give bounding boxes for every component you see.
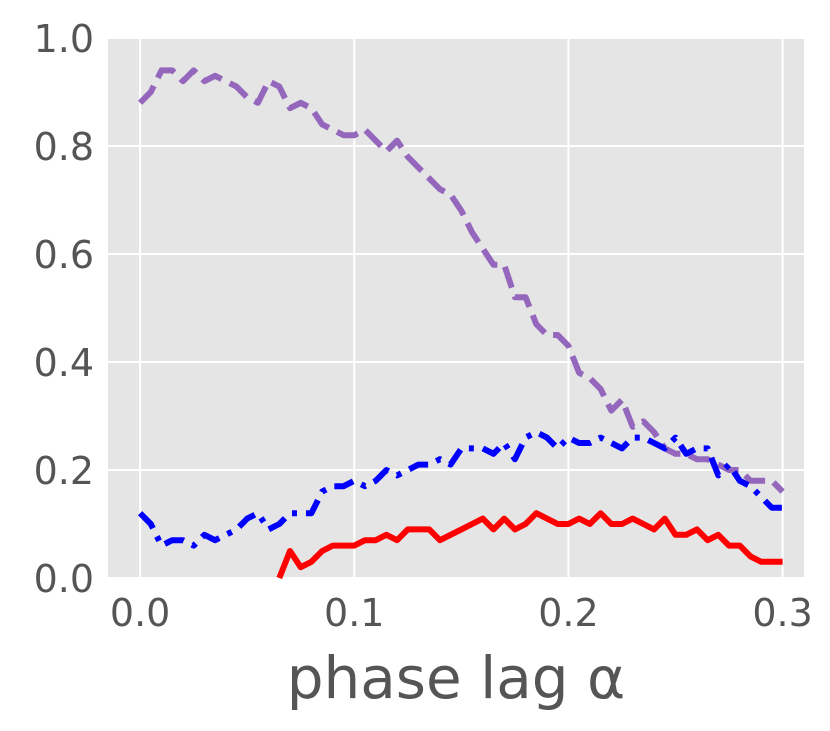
y-tick-label: 0.8 xyxy=(34,125,94,169)
y-tick-label: 0.0 xyxy=(34,557,94,601)
series-lines xyxy=(137,67,785,580)
y-tick-label: 0.2 xyxy=(34,449,94,493)
y-tick-label: 0.6 xyxy=(34,233,94,277)
x-tick-label: 0.0 xyxy=(110,591,170,635)
plot-area xyxy=(108,38,804,578)
x-tick-label: 0.1 xyxy=(324,591,384,635)
x-tick-labels: 0.0 0.1 0.2 0.3 xyxy=(110,591,813,635)
series-line-0 xyxy=(137,67,785,494)
grid-lines xyxy=(108,37,804,579)
y-tick-label: 1.0 xyxy=(34,17,94,61)
x-tick-label: 0.2 xyxy=(538,591,598,635)
y-tick-label: 0.4 xyxy=(34,341,94,385)
x-axis-label: phase lag α xyxy=(287,644,626,712)
y-tick-labels: 0.0 0.2 0.4 0.6 0.8 1.0 xyxy=(34,17,94,601)
x-tick-label: 0.3 xyxy=(752,591,812,635)
series-line-1 xyxy=(137,429,783,549)
series-line-2 xyxy=(276,510,783,580)
